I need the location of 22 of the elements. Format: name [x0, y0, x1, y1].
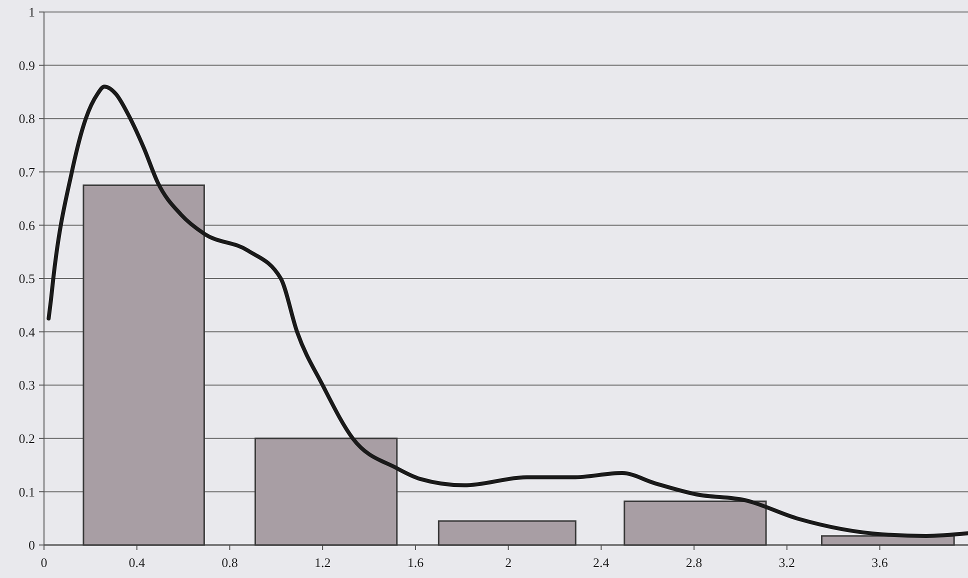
- x-tick-label: 3.2: [778, 555, 796, 570]
- x-tick-label: 2.8: [686, 555, 702, 570]
- y-tick-label: 0.6: [18, 218, 36, 233]
- x-tick-label: 0: [40, 555, 48, 570]
- x-tick-label: 0.4: [128, 555, 146, 570]
- y-tick-label: 1: [28, 4, 35, 20]
- x-tick-label: 3.6: [872, 555, 888, 570]
- y-tick-label: 0.9: [18, 58, 35, 73]
- y-tick-label: 0.5: [18, 271, 35, 286]
- y-tick-label: 0.7: [18, 164, 36, 180]
- y-tick-label: 0: [28, 538, 35, 553]
- y-tick-label: 0.4: [18, 324, 36, 340]
- line-series: [46, 84, 968, 538]
- y-tick-label: 0.2: [18, 430, 35, 446]
- x-tick-label: 0.8: [222, 555, 238, 570]
- x-tick-label: 1.2: [314, 555, 331, 570]
- x-tick-label: 2.4: [593, 555, 610, 570]
- y-tick-label: 0.1: [18, 484, 35, 500]
- y-tick-label: 0.8: [18, 111, 35, 126]
- y-tick-label: 0.3: [18, 378, 35, 393]
- x-tick-label: 1.6: [407, 555, 424, 570]
- x-tick-label: 2: [505, 555, 512, 570]
